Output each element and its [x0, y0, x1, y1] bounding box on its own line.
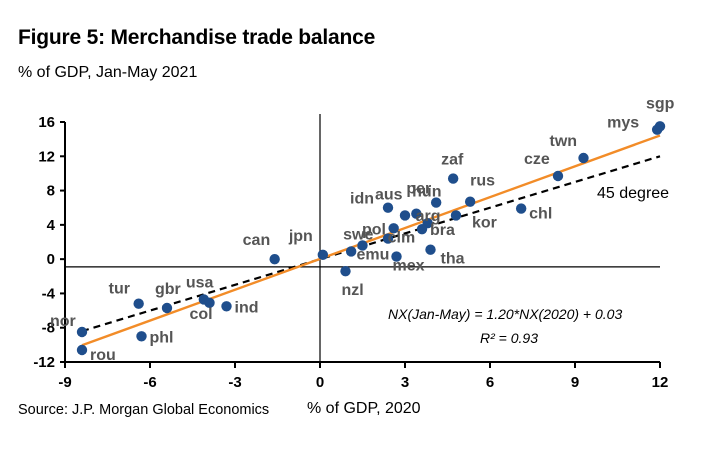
x-tick-label: -3 — [228, 374, 241, 391]
point-label-mex: mex — [393, 258, 425, 275]
axes: -12 -8 -4 0 4 8 12 16 -9 -6 -3 0 3 6 9 12 — [33, 114, 668, 391]
point-label-chl: chl — [529, 206, 552, 223]
point-mys — [651, 124, 663, 135]
x-tick-label: -6 — [143, 374, 156, 391]
point-label-idn: idn — [350, 191, 374, 208]
x-tick-label: 9 — [571, 374, 579, 391]
regression-equation: NX(Jan-May) = 1.20*NX(2020) + 0.03 — [388, 306, 622, 322]
source-note: Source: J.P. Morgan Global Economics — [18, 402, 270, 418]
point-idn — [382, 202, 394, 213]
point-label-usa: usa — [186, 274, 214, 291]
point-rus — [464, 196, 476, 207]
chart-subtitle: % of GDP, Jan-May 2021 — [18, 64, 198, 81]
point-label-arg: arg — [416, 208, 441, 225]
point-label-phl: phl — [150, 329, 174, 346]
point-label-sgp: sgp — [646, 95, 675, 112]
point-label-pol: pol — [362, 222, 386, 239]
point-label-per: per — [406, 181, 431, 198]
point-label-clm: clm — [388, 229, 416, 246]
point-hun — [430, 197, 442, 208]
point-label-emu: emu — [357, 246, 390, 263]
point-gbr — [161, 302, 173, 314]
y-tick-label: 4 — [47, 217, 56, 234]
point-swe — [345, 246, 357, 257]
point-nor — [76, 326, 88, 338]
y-tick-label: -8 — [42, 320, 55, 337]
x-tick-label: 0 — [316, 374, 324, 391]
y-tick-label: 16 — [38, 114, 55, 131]
point-aus — [399, 210, 411, 221]
point-label-aus: aus — [375, 186, 403, 203]
point-nzl — [340, 265, 351, 277]
point-col — [204, 297, 215, 309]
point-label-swe: swe — [343, 226, 373, 243]
point-label-nor: nor — [50, 313, 76, 330]
point-rou — [76, 344, 88, 356]
x-tick-label: 3 — [401, 374, 409, 391]
point-tha — [425, 244, 436, 255]
point-label-nzl: nzl — [342, 282, 364, 299]
point-can — [269, 253, 280, 265]
point-label-hun: hun — [412, 184, 441, 201]
point-bra — [416, 223, 428, 235]
point-label-bra: bra — [430, 222, 455, 239]
reference-line-label: 45 degree — [597, 185, 669, 202]
point-emu — [357, 240, 368, 251]
point-label-twn: twn — [550, 133, 578, 150]
point-label-cze: cze — [524, 151, 550, 168]
point-chl — [515, 203, 527, 214]
x-tick-label: 12 — [652, 374, 669, 391]
point-label-col: col — [190, 306, 213, 323]
y-tick-label: -4 — [42, 285, 56, 302]
point-label-gbr: gbr — [155, 281, 181, 298]
point-label-kor: kor — [472, 214, 497, 231]
point-label-jpn: jpn — [288, 228, 313, 245]
x-axis-label: % of GDP, 2020 — [307, 400, 421, 417]
point-pol — [382, 233, 394, 244]
point-label-mys: mys — [607, 115, 639, 132]
x-tick-label: 6 — [486, 374, 494, 391]
point-per — [411, 208, 422, 219]
trend-lines — [81, 134, 661, 347]
y-tick-label: 12 — [38, 148, 55, 165]
point-label-tur: tur — [109, 281, 130, 298]
point-clm — [388, 223, 399, 234]
fit-line — [81, 134, 661, 347]
point-label-zaf: zaf — [441, 152, 464, 169]
chart-title: Figure 5: Merchandise trade balance — [18, 26, 376, 49]
point-label-ind: ind — [235, 299, 259, 316]
r-squared: R² = 0.93 — [480, 330, 538, 346]
point-zaf — [447, 173, 459, 184]
point-phl — [136, 331, 147, 342]
point-label-tha: tha — [441, 251, 465, 268]
data-points — [76, 121, 666, 356]
point-tur — [133, 298, 144, 309]
point-mex — [391, 251, 402, 262]
point-label-rus: rus — [470, 173, 495, 190]
y-tick-label: -12 — [33, 354, 55, 371]
y-tick-label: 0 — [47, 251, 55, 268]
point-kor — [450, 210, 462, 221]
reference-line-45-degree — [81, 155, 661, 333]
point-label-rou: rou — [90, 347, 116, 364]
point-ind — [221, 301, 232, 312]
x-tick-label: -9 — [58, 374, 71, 391]
point-label-can: can — [243, 232, 271, 249]
point-cze — [552, 170, 564, 182]
point-jpn — [317, 249, 329, 261]
y-tick-label: 8 — [47, 183, 55, 200]
point-twn — [578, 152, 589, 164]
